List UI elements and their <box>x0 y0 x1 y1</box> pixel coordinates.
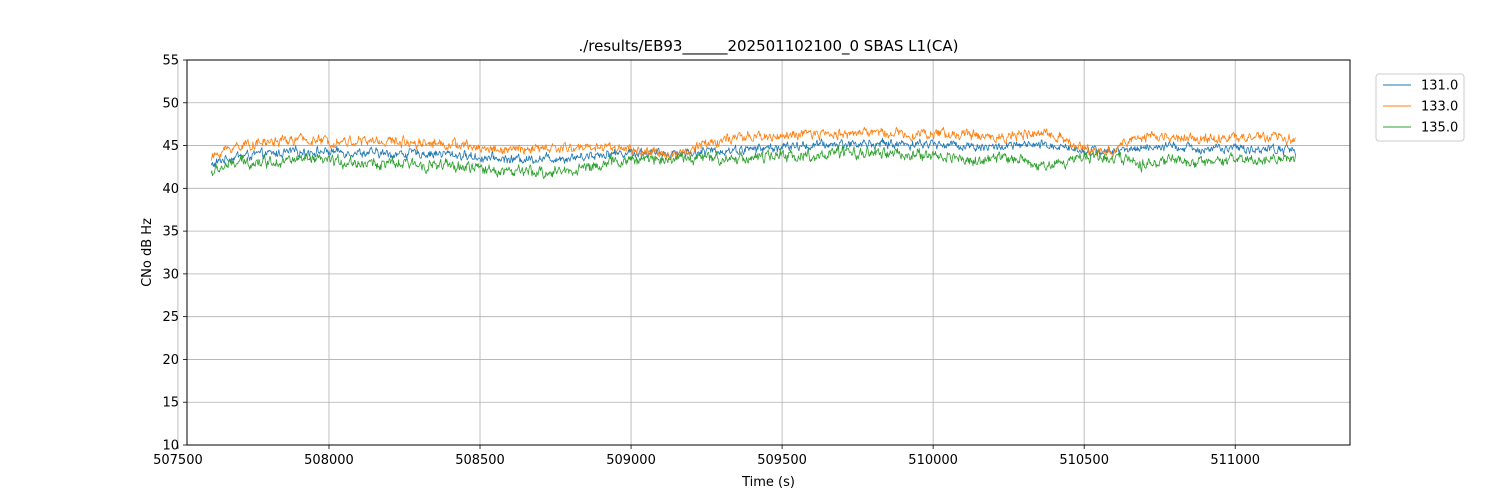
y-axis-label: CNo dB Hz <box>140 218 155 287</box>
grid <box>177 59 1350 446</box>
x-tick-label: 510000 <box>908 453 958 468</box>
y-tick-label: 55 <box>162 54 179 69</box>
y-tick-label: 10 <box>162 439 179 454</box>
x-tick-label: 508000 <box>304 453 354 468</box>
x-tick-label: 507500 <box>153 453 203 468</box>
y-tick-label: 15 <box>162 396 179 411</box>
axis-ticks: 507500 508000 508500 509000 509500 510000 5105… <box>153 54 1260 469</box>
y-tick-label: 35 <box>162 225 179 240</box>
y-tick-label: 50 <box>162 96 179 111</box>
series-line-133-0 <box>210 126 1296 161</box>
x-tick-label: 509500 <box>757 453 807 468</box>
y-tick-label: 30 <box>162 267 179 282</box>
x-tick-label: 511000 <box>1210 453 1260 468</box>
plot-lines <box>210 126 1296 179</box>
series-line-131-0 <box>210 137 1296 168</box>
y-tick-label: 25 <box>162 310 179 325</box>
y-tick-label: 45 <box>162 139 179 154</box>
legend-label: 135.0 <box>1421 121 1458 136</box>
y-tick-label: 20 <box>162 353 179 368</box>
legend-label: 131.0 <box>1421 79 1458 94</box>
x-tick-label: 508500 <box>455 453 505 468</box>
y-tick-label: 40 <box>162 182 179 197</box>
legend: 131.0 133.0 135.0 <box>1375 73 1465 142</box>
chart-title: ./results/EB93______202501102100_0 SBAS … <box>578 37 958 56</box>
plot-area-frame <box>186 59 1351 446</box>
x-tick-label: 510500 <box>1059 453 1109 468</box>
legend-box <box>1375 73 1465 142</box>
series-line-135-0 <box>210 145 1296 179</box>
x-axis-label: Time (s) <box>741 475 795 490</box>
legend-label: 133.0 <box>1421 100 1458 115</box>
x-tick-label: 509000 <box>606 453 656 468</box>
